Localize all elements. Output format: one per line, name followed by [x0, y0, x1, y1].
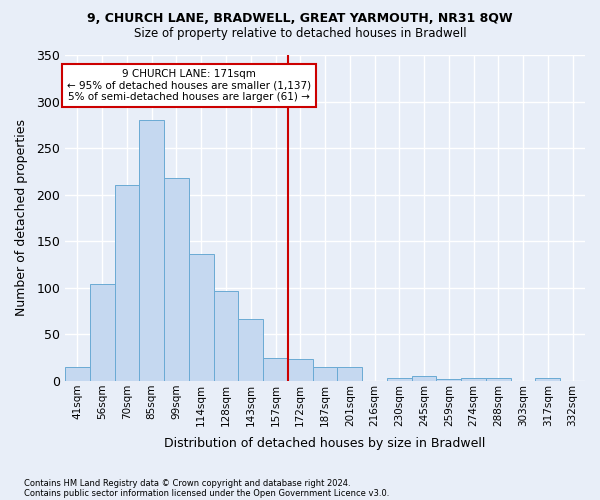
- Bar: [412, 376, 436, 381]
- Bar: [337, 367, 362, 381]
- Bar: [263, 358, 288, 381]
- Text: Contains public sector information licensed under the Open Government Licence v3: Contains public sector information licen…: [24, 488, 389, 498]
- Bar: [387, 378, 412, 381]
- Bar: [115, 186, 139, 381]
- Y-axis label: Number of detached properties: Number of detached properties: [15, 120, 28, 316]
- Bar: [65, 367, 90, 381]
- Text: Contains HM Land Registry data © Crown copyright and database right 2024.: Contains HM Land Registry data © Crown c…: [24, 478, 350, 488]
- Text: 9, CHURCH LANE, BRADWELL, GREAT YARMOUTH, NR31 8QW: 9, CHURCH LANE, BRADWELL, GREAT YARMOUTH…: [87, 12, 513, 26]
- Bar: [535, 378, 560, 381]
- Bar: [313, 367, 337, 381]
- Bar: [189, 254, 214, 381]
- Bar: [288, 358, 313, 381]
- Bar: [486, 378, 511, 381]
- Bar: [238, 318, 263, 381]
- Text: 9 CHURCH LANE: 171sqm
← 95% of detached houses are smaller (1,137)
5% of semi-de: 9 CHURCH LANE: 171sqm ← 95% of detached …: [67, 69, 311, 102]
- Text: Size of property relative to detached houses in Bradwell: Size of property relative to detached ho…: [134, 28, 466, 40]
- Bar: [164, 178, 189, 381]
- Bar: [139, 120, 164, 381]
- X-axis label: Distribution of detached houses by size in Bradwell: Distribution of detached houses by size …: [164, 437, 486, 450]
- Bar: [90, 284, 115, 381]
- Bar: [436, 379, 461, 381]
- Bar: [461, 378, 486, 381]
- Bar: [214, 290, 238, 381]
